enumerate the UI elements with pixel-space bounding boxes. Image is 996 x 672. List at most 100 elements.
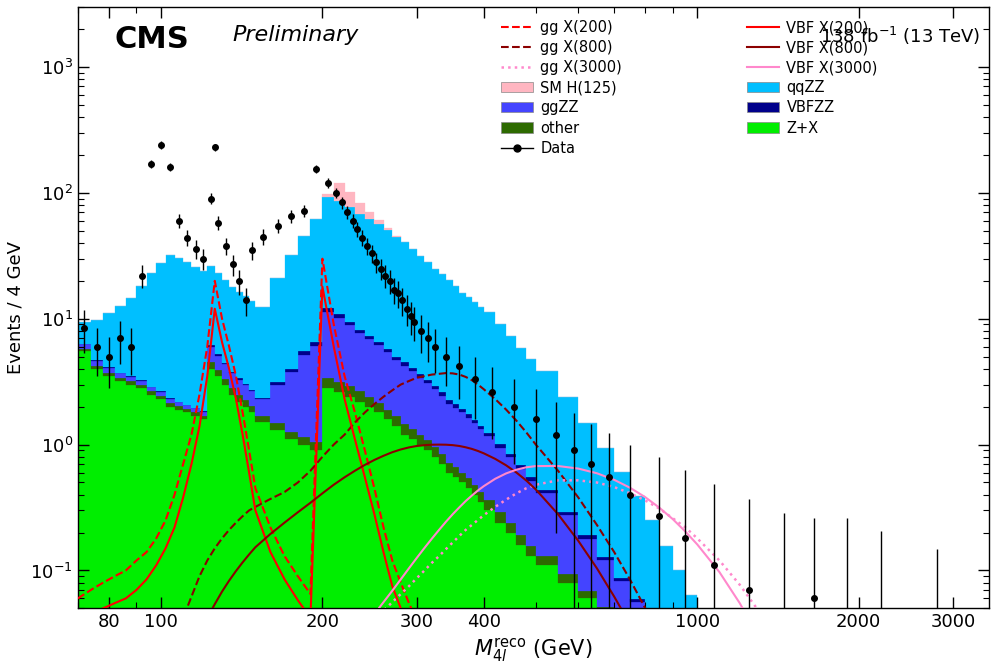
Bar (536, 490, 558, 493)
Bar (453, 405, 459, 408)
Bar (459, 413, 466, 472)
Bar (222, 384, 229, 672)
Bar (215, 273, 222, 354)
Bar (459, 472, 466, 482)
Bar (183, 409, 191, 413)
Bar (424, 383, 432, 440)
Bar (495, 448, 506, 512)
Bar (255, 307, 271, 398)
Bar (125, 384, 136, 672)
Bar (478, 307, 484, 426)
Bar (345, 386, 355, 396)
Bar (334, 318, 345, 382)
Bar (516, 347, 526, 465)
Bar (439, 274, 446, 392)
Bar (334, 314, 345, 318)
Bar (597, 448, 615, 557)
Bar (374, 342, 383, 345)
Bar (355, 330, 365, 333)
Bar (207, 266, 215, 345)
Bar (409, 429, 417, 439)
Bar (207, 369, 215, 672)
Bar (466, 414, 472, 417)
Bar (453, 286, 459, 405)
Bar (466, 478, 472, 489)
Bar (579, 598, 597, 672)
Bar (597, 560, 615, 607)
Bar (271, 278, 285, 382)
Bar (374, 220, 383, 224)
Bar (526, 480, 536, 546)
Bar (355, 401, 365, 672)
Bar (191, 415, 199, 672)
Bar (255, 398, 271, 399)
Bar (446, 280, 453, 400)
Bar (271, 423, 285, 430)
Bar (345, 325, 355, 386)
Bar (91, 369, 103, 672)
Bar (222, 363, 229, 364)
Bar (383, 409, 392, 419)
Bar (146, 274, 156, 386)
Bar (146, 391, 156, 394)
Bar (334, 382, 345, 392)
Bar (236, 395, 243, 401)
Bar (136, 286, 146, 380)
Bar (558, 583, 579, 672)
Bar (91, 321, 103, 360)
Bar (199, 412, 207, 416)
Bar (191, 409, 199, 413)
Bar (174, 258, 183, 402)
Bar (323, 388, 334, 672)
Bar (365, 339, 374, 396)
Bar (659, 645, 672, 647)
Bar (222, 364, 229, 378)
Bar (78, 351, 91, 672)
Bar (409, 372, 417, 429)
Bar (345, 192, 355, 207)
Bar (516, 535, 526, 545)
Bar (630, 640, 645, 646)
Bar (432, 269, 439, 386)
Bar (615, 581, 630, 622)
Bar (400, 366, 409, 424)
Bar (484, 433, 495, 437)
Bar (630, 496, 645, 599)
Bar (271, 430, 285, 672)
Bar (285, 369, 298, 372)
Bar (222, 280, 229, 363)
Bar (207, 345, 215, 347)
Bar (255, 399, 271, 415)
Bar (199, 271, 207, 411)
Bar (136, 381, 146, 385)
Text: CMS: CMS (115, 25, 189, 54)
Bar (417, 378, 424, 435)
Bar (78, 323, 91, 343)
Bar (298, 437, 311, 445)
Bar (355, 333, 365, 391)
Bar (719, 669, 740, 672)
Bar (383, 228, 392, 230)
Bar (165, 407, 174, 672)
Bar (495, 325, 506, 444)
Bar (630, 602, 645, 640)
Bar (645, 624, 659, 659)
Bar (243, 384, 249, 386)
Bar (156, 263, 165, 391)
Bar (345, 321, 355, 325)
Bar (125, 382, 136, 384)
Bar (215, 370, 222, 376)
Bar (103, 313, 115, 368)
Bar (311, 219, 323, 342)
Bar (285, 255, 298, 369)
Y-axis label: Events / 4 GeV: Events / 4 GeV (7, 241, 25, 374)
Bar (495, 512, 506, 523)
Bar (516, 469, 526, 535)
Bar (400, 242, 409, 362)
Bar (615, 628, 630, 672)
Bar (146, 387, 156, 391)
Bar (659, 546, 672, 645)
Bar (615, 472, 630, 578)
Bar (392, 237, 400, 357)
Bar (536, 493, 558, 556)
